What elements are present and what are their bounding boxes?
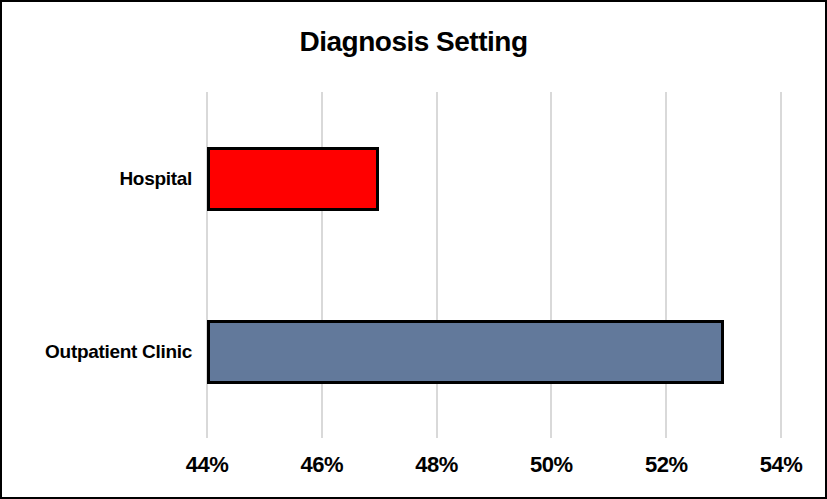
gridline-54 [780,92,782,438]
chart-frame: Diagnosis Setting Hospital Outpatient Cli… [0,0,827,499]
category-label-hospital: Hospital [2,168,192,190]
plot-area [207,92,781,438]
bar-outpatient-clinic [207,320,724,384]
x-axis-tick-label-50: 50% [530,452,573,478]
x-axis-tick-label-46: 46% [301,452,344,478]
bar-hospital [207,147,379,211]
chart-title: Diagnosis Setting [2,26,825,58]
x-axis-tick-label-48: 48% [415,452,458,478]
x-axis-tick-label-44: 44% [186,452,229,478]
gridline-52 [665,92,667,438]
gridline-46 [321,92,323,438]
x-axis-tick-label-54: 54% [760,452,803,478]
gridline-48 [436,92,438,438]
x-axis-tick-label-52: 52% [645,452,688,478]
gridline-44 [206,92,208,438]
category-label-outpatient-clinic: Outpatient Clinic [2,341,192,363]
gridline-50 [550,92,552,438]
